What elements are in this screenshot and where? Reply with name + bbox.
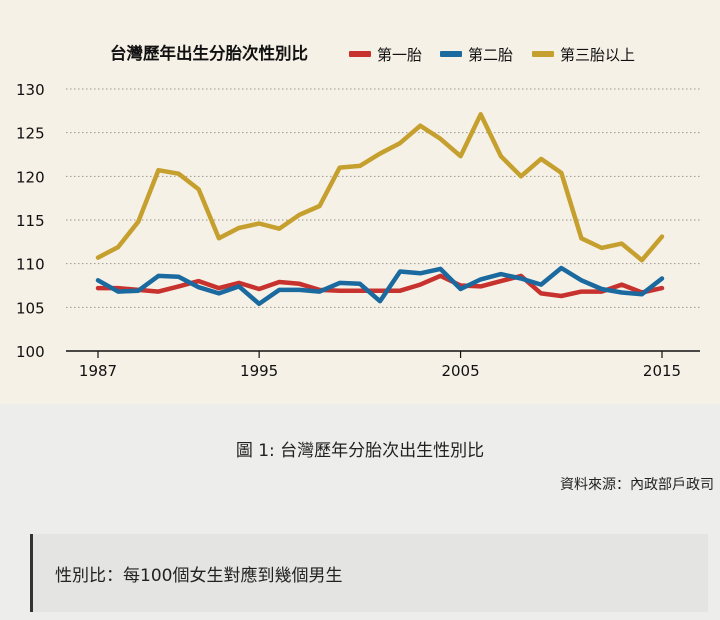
y-tick-label: 125 [16,125,45,143]
y-tick-label: 115 [16,212,45,230]
legend-label: 第二胎 [468,46,513,64]
legend-swatch [532,51,554,57]
legend-label: 第三胎以上 [560,46,635,64]
y-tick-label: 100 [16,343,45,361]
y-tick-label: 105 [16,299,45,317]
x-axis: 1987 1995 2005 2015 [66,350,700,380]
y-tick-label: 120 [16,168,45,186]
chart-panel: 台灣歷年出生分胎次性別比 第一胎 第二胎 第三胎以上 100 105 110 115 120… [16,43,700,380]
legend: 第一胎 第二胎 第三胎以上 [349,46,635,64]
series-line [95,112,665,263]
series-line [95,265,665,307]
legend-swatch [349,51,371,57]
note-box: 性別比：每100個女生對應到幾個男生 [30,534,708,612]
note-text: 性別比：每100個女生對應到幾個男生 [55,566,343,586]
y-tick-label: 130 [16,81,45,99]
y-tick-label: 110 [16,256,45,274]
series-lines [95,112,665,307]
y-axis-ticks: 100 105 110 115 120 125 130 [16,81,45,361]
x-tick-label: 2005 [441,362,479,380]
chart-title: 台灣歷年出生分胎次性別比 [110,43,308,63]
x-tick-label: 2015 [643,362,681,380]
figure-caption: 圖 1: 台灣歷年分胎次出生性別比 [235,441,485,461]
line-chart: 台灣歷年出生分胎次性別比 第一胎 第二胎 第三胎以上 100 105 110 115 120… [16,43,700,380]
legend-swatch [440,51,462,57]
legend-label: 第一胎 [377,46,422,64]
data-source: 資料來源：內政部戶政司 [560,477,714,493]
grid-lines [66,88,700,308]
x-tick-label: 1987 [79,362,117,380]
x-tick-label: 1995 [240,362,278,380]
